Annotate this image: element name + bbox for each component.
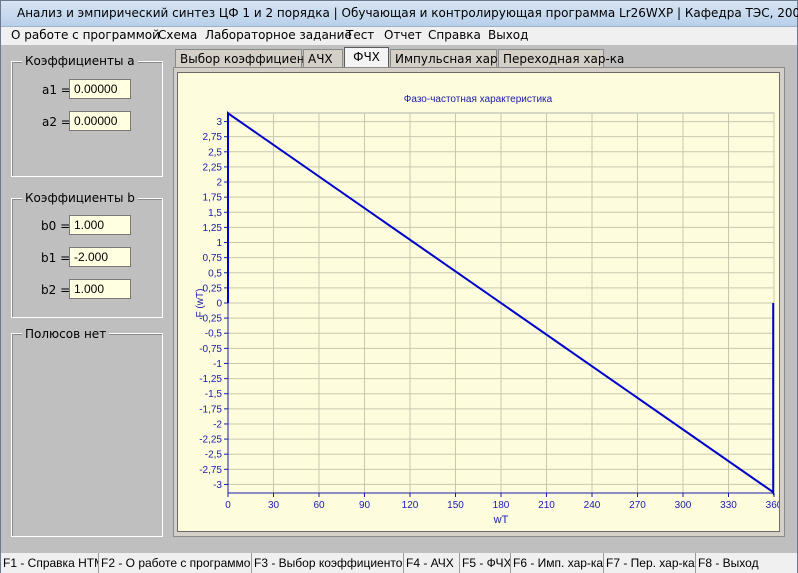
y-tick-label: -0,25 — [199, 314, 222, 325]
menu-bar: О работе с программой Схема Лабораторное… — [1, 27, 797, 45]
x-tick-label: 360 — [766, 500, 779, 511]
menu-test[interactable]: Тест — [346, 28, 375, 42]
menu-about[interactable]: О работе с программой — [11, 28, 160, 42]
b2-label: b2 = — [41, 283, 71, 297]
status-exit[interactable]: F8 - Выход — [698, 556, 759, 570]
y-tick-label: -1 — [213, 359, 222, 370]
title-bar: Анализ и эмпирический синтез ЦФ 1 и 2 по… — [1, 1, 798, 27]
y-tick-label: 2 — [216, 178, 222, 189]
menu-help[interactable]: Справка — [428, 28, 481, 42]
x-tick-label: 330 — [720, 500, 737, 511]
tab-pfr[interactable]: ФЧХ — [344, 47, 389, 68]
menu-exit[interactable]: Выход — [488, 28, 529, 42]
menu-scheme[interactable]: Схема — [158, 28, 198, 42]
menu-lab-task[interactable]: Лабораторное задание — [205, 28, 352, 42]
phase-series-line — [227, 111, 775, 497]
y-tick-label: -2 — [213, 419, 222, 430]
y-tick-label: 1,5 — [208, 208, 222, 219]
phase-chart: Фазо-частотная характеристика 3 2,75 2,5 2,… — [195, 94, 783, 526]
b1-label: b1 = — [41, 251, 71, 265]
status-help[interactable]: F1 - Справка HTML — [1, 553, 99, 573]
x-tick-label: 30 — [268, 500, 280, 511]
y-tick-label: 0,75 — [203, 253, 223, 264]
chart-title: Фазо-частотная характеристика — [404, 94, 553, 105]
y-tick-label: 1,75 — [203, 193, 223, 204]
tab-afr[interactable]: АЧХ — [303, 49, 343, 67]
poles-group: Полюсов нет — [11, 327, 163, 537]
a1-label: a1 = — [42, 83, 71, 97]
y-tick-label: -0,5 — [205, 329, 223, 340]
b1-field[interactable]: -2.000 — [69, 247, 131, 267]
menu-report[interactable]: Отчет — [384, 28, 422, 42]
status-about[interactable]: F2 - О работе с программой — [99, 553, 252, 573]
y-tick-label: -1,5 — [205, 389, 223, 400]
tab-step[interactable]: Переходная хар-ка — [498, 49, 624, 67]
y-tick-label: -1,25 — [199, 374, 222, 385]
y-tick-label: -2,5 — [205, 450, 223, 461]
y-tick-label: -1,75 — [199, 404, 222, 415]
tab-coefficients[interactable]: Выбор коэффициентов — [175, 49, 326, 67]
a2-field[interactable]: 0.00000 — [69, 111, 131, 131]
y-tick-label: -2,75 — [199, 465, 222, 476]
chart-grid — [224, 112, 775, 497]
status-impulse[interactable]: F6 - Имп. хар-ка — [511, 553, 604, 573]
x-tick-label: 60 — [313, 500, 325, 511]
x-tick-label: 180 — [493, 500, 510, 511]
y-axis-label: F (wT) — [195, 289, 206, 318]
status-step[interactable]: F7 - Пер. хар-ка — [604, 553, 696, 573]
y-tick-label: 2,75 — [203, 132, 223, 143]
x-tick-label: 300 — [675, 500, 692, 511]
x-tick-label: 240 — [584, 500, 601, 511]
poles-title: Полюсов нет — [22, 327, 110, 341]
a2-label: a2 = — [42, 115, 71, 129]
coef-a-group: Коэффициенты a a1 = 0.00000 a2 = 0.00000 — [11, 54, 163, 177]
y-tick-label: -0,75 — [199, 344, 222, 355]
y-tick-label: -3 — [213, 480, 222, 491]
x-tick-label: 0 — [225, 500, 231, 511]
status-pfr[interactable]: F5 - ФЧХ — [460, 553, 511, 573]
x-tick-label: 90 — [359, 500, 371, 511]
x-tick-label: 150 — [447, 500, 464, 511]
coef-a-title: Коэффициенты a — [22, 54, 138, 68]
y-tick-label: 1,25 — [203, 223, 223, 234]
y-tick-label: 0,5 — [208, 268, 222, 279]
y-tick-label: 1 — [216, 238, 222, 249]
x-tick-label: 270 — [629, 500, 646, 511]
x-tick-labels: 0 30 60 90 120 150 180 210 240 270 300 330 360 — [225, 500, 783, 511]
status-bar: F1 - Справка HTML F2 - О работе с програ… — [1, 553, 797, 573]
y-tick-label: 0,25 — [203, 283, 223, 294]
y-tick-label: 2,25 — [203, 162, 223, 173]
coef-b-group: Коэффициенты b b0 = 1.000 b1 = -2.000 b2… — [11, 191, 163, 318]
x-tick-label: 120 — [402, 500, 419, 511]
y-tick-label: 3 — [216, 117, 222, 128]
window-title: Анализ и эмпирический синтез ЦФ 1 и 2 по… — [17, 6, 798, 20]
y-tick-label: 2,5 — [208, 147, 222, 158]
b2-field[interactable]: 1.000 — [69, 279, 131, 299]
y-tick-label: -2,25 — [199, 435, 222, 446]
x-axis-label: wT — [493, 514, 509, 526]
y-tick-labels: 3 2,75 2,5 2,25 2 1,75 1,5 1,25 1 0,75 0,5 0,25 0 -0,… — [199, 117, 222, 491]
y-tick-label: 0 — [216, 299, 222, 310]
status-afr[interactable]: F4 - АЧХ — [404, 553, 460, 573]
chart-panel: Фазо-частотная характеристика 3 2,75 2,5 2,… — [177, 72, 783, 532]
b0-label: b0 = — [41, 219, 71, 233]
coef-b-title: Коэффициенты b — [22, 191, 138, 205]
a1-field[interactable]: 0.00000 — [69, 79, 131, 99]
tab-impulse[interactable]: Импульсная хар-ка — [390, 49, 517, 67]
chart-series — [227, 111, 775, 497]
status-coefficients[interactable]: F3 - Выбор коэффициентов — [252, 553, 404, 573]
b0-field[interactable]: 1.000 — [69, 215, 131, 235]
x-tick-label: 210 — [538, 500, 555, 511]
